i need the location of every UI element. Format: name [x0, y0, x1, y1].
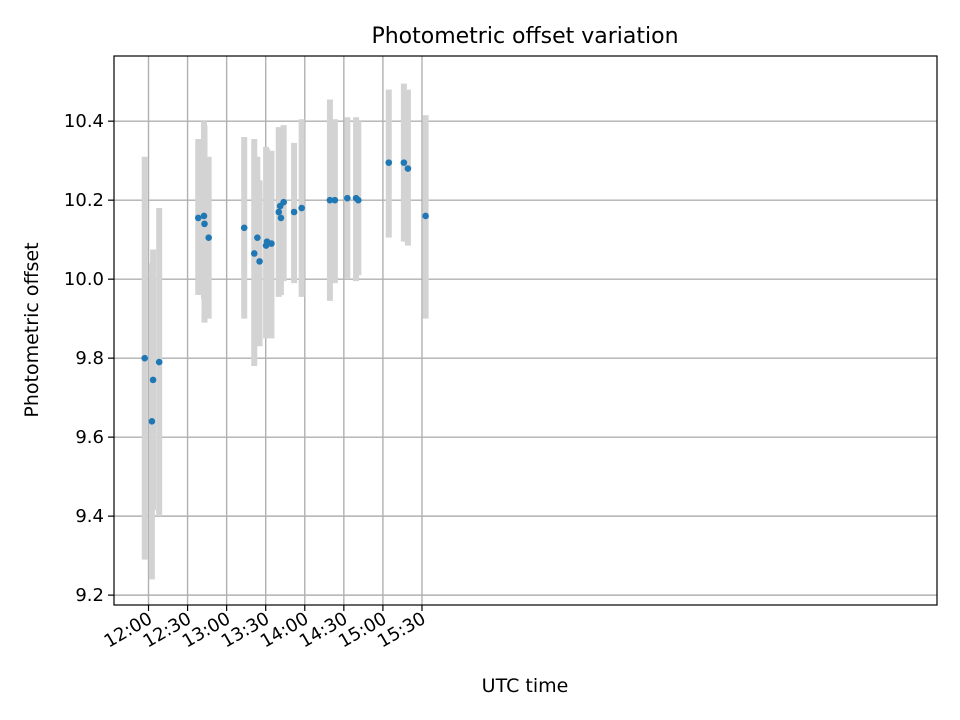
data-points	[141, 159, 429, 425]
data-point	[331, 196, 339, 204]
y-tick-label: 9.2	[75, 585, 104, 606]
data-point	[155, 358, 163, 366]
data-point	[200, 212, 208, 220]
data-point	[354, 196, 362, 204]
y-tick-label: 9.8	[75, 348, 104, 369]
data-point	[280, 198, 287, 206]
y-tick-label: 10.0	[64, 269, 104, 290]
data-point	[240, 224, 248, 232]
data-point	[400, 159, 408, 166]
data-point	[268, 240, 275, 247]
y-tick-label: 10.4	[64, 111, 104, 132]
data-point	[254, 234, 261, 241]
data-point	[148, 418, 156, 425]
data-point	[275, 208, 283, 216]
y-axis-label: Photometric offset	[21, 242, 43, 417]
data-point	[201, 220, 208, 228]
data-point	[149, 376, 157, 384]
data-point	[298, 204, 305, 212]
data-point	[141, 354, 149, 362]
data-point	[422, 212, 429, 220]
data-point	[326, 196, 334, 204]
data-point	[277, 214, 285, 222]
y-tick-label: 9.6	[75, 427, 104, 448]
data-point	[290, 208, 298, 216]
grid-lines	[114, 56, 937, 605]
y-tick-label: 9.4	[75, 506, 104, 527]
y-axis-ticks: 9.2 9.4 9.6 9.8 10.0 10.2 10.4	[64, 111, 114, 606]
plot-frame	[113, 55, 938, 606]
y-tick-label: 10.2	[64, 190, 104, 211]
x-axis-label: UTC time	[482, 675, 569, 697]
chart-title: Photometric offset variation	[371, 24, 678, 49]
data-point	[250, 250, 258, 257]
data-point	[256, 258, 263, 265]
data-point	[344, 194, 351, 202]
data-point	[385, 159, 393, 166]
data-point	[404, 165, 412, 172]
data-point	[194, 214, 202, 222]
data-point	[205, 234, 212, 241]
